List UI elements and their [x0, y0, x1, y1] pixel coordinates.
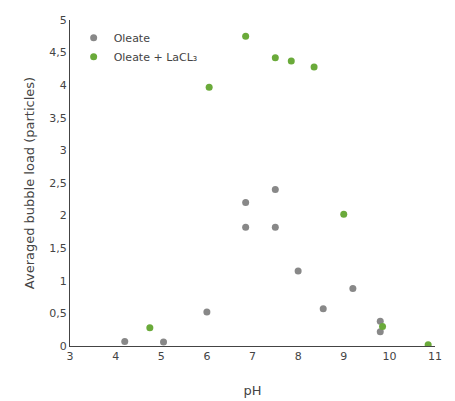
svg-text:2,5: 2,5: [49, 177, 67, 190]
svg-text:4: 4: [60, 79, 67, 92]
svg-text:10: 10: [382, 350, 396, 363]
svg-text:1,5: 1,5: [49, 242, 67, 255]
svg-text:5: 5: [60, 14, 67, 27]
svg-text:4: 4: [112, 350, 119, 363]
svg-text:2: 2: [60, 209, 67, 222]
svg-text:3,5: 3,5: [49, 112, 67, 125]
svg-text:7: 7: [249, 350, 256, 363]
svg-text:0,5: 0,5: [49, 307, 67, 320]
svg-text:1: 1: [60, 275, 67, 288]
svg-text:5: 5: [158, 350, 165, 363]
svg-text:6: 6: [203, 350, 210, 363]
svg-text:3: 3: [67, 350, 74, 363]
svg-text:9: 9: [340, 350, 347, 363]
svg-text:3: 3: [60, 144, 67, 157]
svg-text:0: 0: [60, 340, 67, 353]
svg-text:Oleate: Oleate: [114, 32, 151, 45]
svg-text:11: 11: [428, 350, 442, 363]
svg-text:pH: pH: [243, 383, 261, 398]
svg-text:Oleate + LaCL₃: Oleate + LaCL₃: [114, 51, 198, 64]
svg-text:4,5: 4,5: [49, 46, 67, 59]
svg-text:Averaged bubble load (particle: Averaged bubble load (particles): [22, 77, 37, 289]
svg-text:8: 8: [295, 350, 302, 363]
